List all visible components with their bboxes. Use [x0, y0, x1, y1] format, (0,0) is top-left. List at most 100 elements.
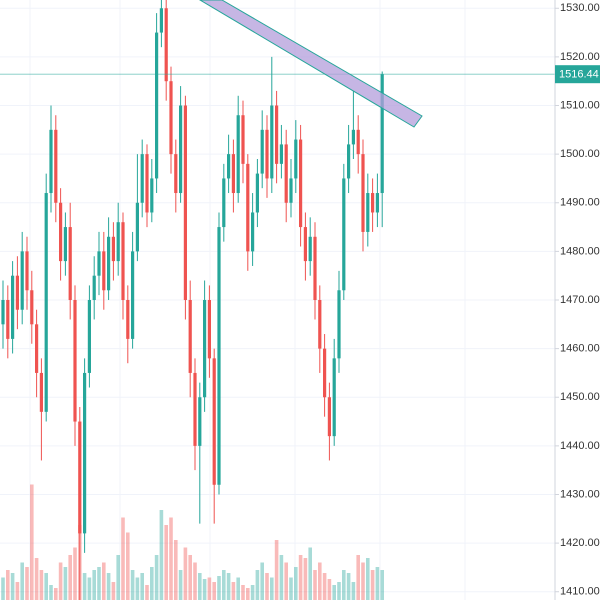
y-tick-label: 1450.00: [560, 391, 600, 403]
candle-body: [126, 300, 130, 339]
volume-bar: [58, 562, 63, 600]
candle-body: [155, 32, 159, 179]
volume-bar: [202, 579, 207, 600]
candle-body: [145, 154, 149, 213]
price-axis: 1410.00 1420.00 1430.00 1440.00 1450.00 1460.…: [555, 2, 600, 598]
candle-body: [375, 193, 379, 213]
volume-bar: [126, 532, 130, 600]
volume-bar: [164, 525, 168, 600]
candle-body: [198, 397, 202, 446]
candle-body: [131, 251, 135, 339]
candle-body: [78, 421, 82, 534]
volume-bar: [279, 555, 284, 600]
candle-body: [351, 129, 355, 145]
candle-body: [87, 300, 91, 373]
volume-bar: [169, 517, 173, 600]
volume-bar: [298, 555, 303, 600]
volume-bar: [255, 570, 260, 600]
volume-bar: [250, 585, 255, 600]
candle-body: [318, 300, 322, 349]
volume-bar: [217, 576, 221, 600]
last-price-label: 1516.44: [559, 69, 599, 81]
volume-bar: [226, 573, 231, 600]
volume-bar: [54, 588, 58, 600]
volume-bar: [370, 570, 375, 600]
y-tick-label: 1460.00: [560, 343, 600, 355]
candle-body: [231, 154, 235, 194]
volume-bar: [380, 570, 384, 600]
y-tick-label: 1430.00: [560, 488, 600, 500]
volume-bar: [73, 547, 77, 600]
candle-body: [347, 144, 351, 179]
candle-body: [73, 300, 77, 422]
volume-bar: [375, 567, 380, 600]
volume-bar: [6, 570, 10, 600]
volume-bar: [174, 540, 178, 600]
volume-bar: [313, 570, 317, 600]
candle-body: [116, 222, 120, 262]
y-tick-label: 1420.00: [560, 537, 600, 549]
volume-bar: [30, 484, 34, 600]
candle-body: [92, 275, 96, 300]
candle-body: [54, 129, 58, 203]
volume-bar: [346, 573, 351, 600]
candle-body: [356, 129, 360, 155]
trend-channel: [199, 0, 423, 128]
y-tick-label: 1510.00: [560, 99, 600, 111]
candle-body: [44, 193, 48, 412]
candle-body: [246, 163, 250, 252]
candle-body: [303, 227, 307, 262]
candle-body: [308, 236, 312, 262]
volume-bar: [351, 582, 356, 600]
y-tick-label: 1520.00: [560, 51, 600, 63]
candle-body: [236, 115, 240, 194]
candle-body: [251, 212, 255, 252]
volume-bar: [265, 573, 269, 600]
volume-bar: [130, 570, 135, 600]
volume-bar: [10, 573, 15, 600]
candle-body: [227, 154, 231, 179]
candle-body: [265, 129, 269, 179]
candle-body: [207, 300, 211, 359]
candle-body: [299, 139, 303, 228]
volume-bar: [63, 567, 68, 600]
candle-body: [284, 144, 288, 203]
volume-bar: [198, 573, 202, 600]
candle-body: [83, 372, 87, 534]
volume-bar: [294, 567, 298, 600]
candle-body: [279, 144, 283, 164]
candle-body: [49, 129, 53, 194]
candle-body: [371, 193, 375, 213]
volume-bar: [284, 562, 288, 600]
volume-bar: [178, 570, 183, 600]
candle-body: [164, 8, 168, 82]
candle-body: [255, 173, 259, 213]
volume-bar: [270, 577, 274, 600]
volume-bar: [241, 585, 245, 600]
candle-body: [174, 154, 178, 194]
volume-bar: [318, 562, 322, 600]
volume-bar: [159, 510, 164, 600]
volume-bar: [82, 573, 87, 600]
candle-body: [159, 8, 163, 33]
volume-bar: [342, 570, 346, 600]
volume-bar: [188, 555, 192, 600]
volume-bar: [207, 577, 212, 600]
candle-body: [366, 193, 370, 232]
candle-body: [121, 222, 125, 300]
candle-body: [289, 178, 293, 203]
volume-bar: [1, 577, 5, 600]
candle-body: [179, 105, 183, 194]
candle-body: [294, 139, 298, 179]
candle-body: [332, 358, 336, 437]
candle-body: [30, 290, 34, 325]
volume-bar: [366, 558, 370, 600]
candle-body: [107, 236, 111, 291]
volume-bar: [236, 577, 240, 600]
volume-bar: [361, 562, 365, 600]
candle-body: [15, 275, 19, 310]
y-tick-label: 1470.00: [560, 294, 600, 306]
volume-bar: [145, 585, 149, 600]
volume-bar: [260, 562, 264, 600]
candle-body: [183, 105, 187, 301]
